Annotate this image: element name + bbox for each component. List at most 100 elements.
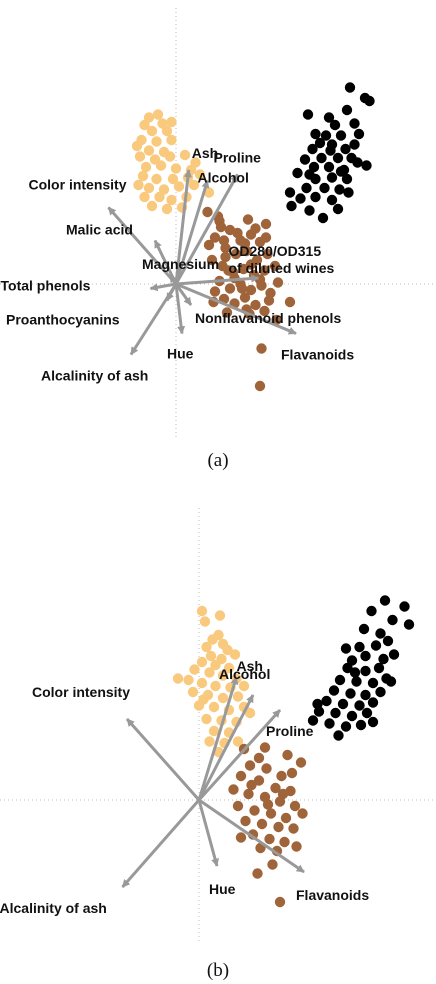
class3-point [334, 184, 345, 195]
class1-point [161, 125, 173, 137]
class2-point [284, 296, 296, 308]
class1-point [196, 677, 208, 689]
class3-point [334, 674, 346, 686]
flavanoids-arrow [198, 798, 305, 874]
class3-point [310, 128, 321, 140]
class3-point [340, 643, 352, 654]
class3-point [373, 662, 385, 674]
class2-point [224, 283, 236, 294]
class3-point [328, 685, 340, 696]
class2-point [276, 770, 287, 782]
class3-point [353, 128, 365, 140]
class1-point [203, 187, 215, 198]
class2-point [235, 770, 247, 782]
class1-point [223, 662, 235, 674]
class1-point [196, 605, 208, 617]
class2-point [203, 239, 215, 251]
class1-point [232, 736, 244, 747]
class2-point [263, 295, 275, 306]
class2-point [286, 767, 298, 779]
class2-point [218, 235, 230, 246]
class1-point [222, 644, 233, 656]
class2-point [249, 805, 260, 816]
class2-point [272, 277, 284, 288]
class2-point [288, 823, 299, 834]
class3-point [286, 200, 297, 212]
class2-point [253, 775, 265, 786]
class1-point [208, 725, 220, 737]
class1-point [214, 610, 226, 621]
class3-point [342, 662, 353, 674]
class1-point [205, 650, 217, 662]
color-intensity-label: Color intensity [32, 684, 130, 700]
flavanoids-arrow [175, 282, 297, 335]
class3-point [367, 677, 379, 689]
alcohol-label: Alcohol [198, 170, 249, 186]
class3-point [385, 676, 397, 687]
class1-point [196, 656, 208, 668]
nonflavanoid-phenols-arrow [174, 283, 193, 306]
class2-point [271, 314, 282, 326]
class1-point [151, 136, 162, 147]
class3-point [344, 82, 356, 93]
class3-point [375, 686, 386, 698]
class3-point [314, 137, 326, 149]
alcohol-arrow [174, 179, 210, 285]
class2-point [252, 868, 263, 879]
nonflavanoid-phenols-label: Nonflavanoid phenols [195, 310, 341, 326]
class3-point [302, 109, 314, 120]
class2-point [264, 833, 275, 845]
class3-point [387, 614, 398, 626]
flavanoids-label: Flavanoids [296, 887, 369, 903]
class2-point [261, 763, 272, 774]
hue-label: Hue [209, 881, 236, 897]
class1-point [161, 203, 173, 215]
hue-arrow [174, 283, 186, 335]
class1-point [179, 149, 191, 161]
caption-b: (b) [207, 960, 229, 981]
class3-point [370, 640, 382, 651]
class3-point [304, 205, 315, 216]
class1-point [232, 691, 244, 702]
class3-point [360, 650, 371, 662]
malic-acid-label: Malic acid [66, 222, 133, 238]
alcohol-arrow [197, 694, 255, 801]
class2-point [209, 232, 221, 243]
class3-point [319, 182, 330, 194]
flavanoids-label: Flavanoids [281, 347, 354, 363]
class1-point [201, 641, 212, 653]
class3-point [307, 715, 319, 726]
class3-point [308, 161, 320, 173]
class3-point [335, 130, 347, 141]
class3-point [354, 641, 365, 653]
alcalinity-of-ash-arrow [129, 283, 178, 356]
class2-point [240, 815, 251, 827]
color-intensity-label: Color intensity [29, 177, 127, 193]
proline-arrow [174, 173, 239, 285]
class1-point [167, 173, 179, 185]
class2-point [259, 305, 270, 317]
class2-point [209, 286, 221, 297]
proline-label: Proline [214, 150, 262, 166]
ash-label: Ash [237, 658, 263, 674]
class1-point [238, 680, 250, 692]
class1-point [143, 112, 155, 123]
class3-point [349, 139, 360, 150]
class1-point [190, 157, 201, 168]
class3-point [337, 698, 349, 710]
class2-point [246, 779, 257, 791]
class1-point [217, 692, 229, 704]
class2-point [232, 227, 243, 239]
class1-point [198, 694, 209, 705]
class2-point [260, 232, 272, 243]
class3-point [320, 130, 332, 141]
class2-point [259, 742, 271, 753]
class1-point [188, 179, 200, 191]
class2-point [297, 808, 308, 819]
class3-point [332, 203, 344, 215]
class3-point [382, 635, 394, 647]
class1-point [199, 616, 211, 627]
total-phenols-label: Total phenols [1, 278, 91, 294]
class3-point [364, 95, 375, 107]
